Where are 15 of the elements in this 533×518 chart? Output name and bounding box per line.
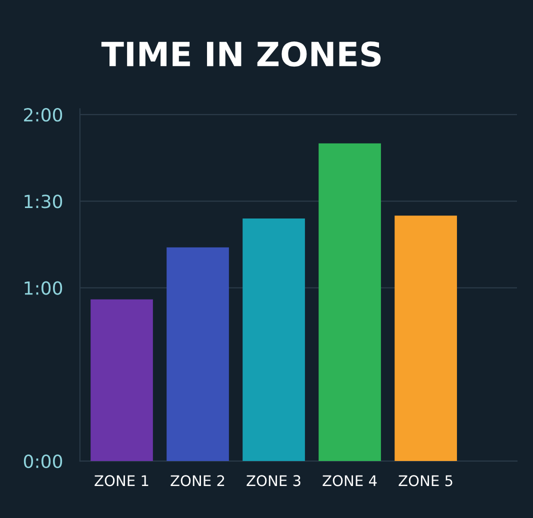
y-tick-label: 0:00: [24, 454, 62, 468]
x-tick-label: ZONE 5: [398, 475, 452, 486]
bar: [394, 216, 457, 462]
bar: [90, 299, 153, 462]
y-tick-label: 2:00: [24, 108, 62, 122]
y-tick-label: 1:30: [24, 194, 62, 208]
y-tick-label: 1:00: [24, 281, 62, 295]
bar: [318, 143, 381, 462]
x-tick-label: ZONE 2: [170, 475, 224, 486]
x-tick-label: ZONE 3: [246, 475, 300, 486]
chart-title: TIME IN ZONES: [101, 41, 381, 67]
bar: [166, 247, 229, 462]
x-tick-label: ZONE 1: [94, 475, 148, 486]
x-tick-label: ZONE 4: [322, 475, 377, 486]
bar: [242, 218, 305, 462]
